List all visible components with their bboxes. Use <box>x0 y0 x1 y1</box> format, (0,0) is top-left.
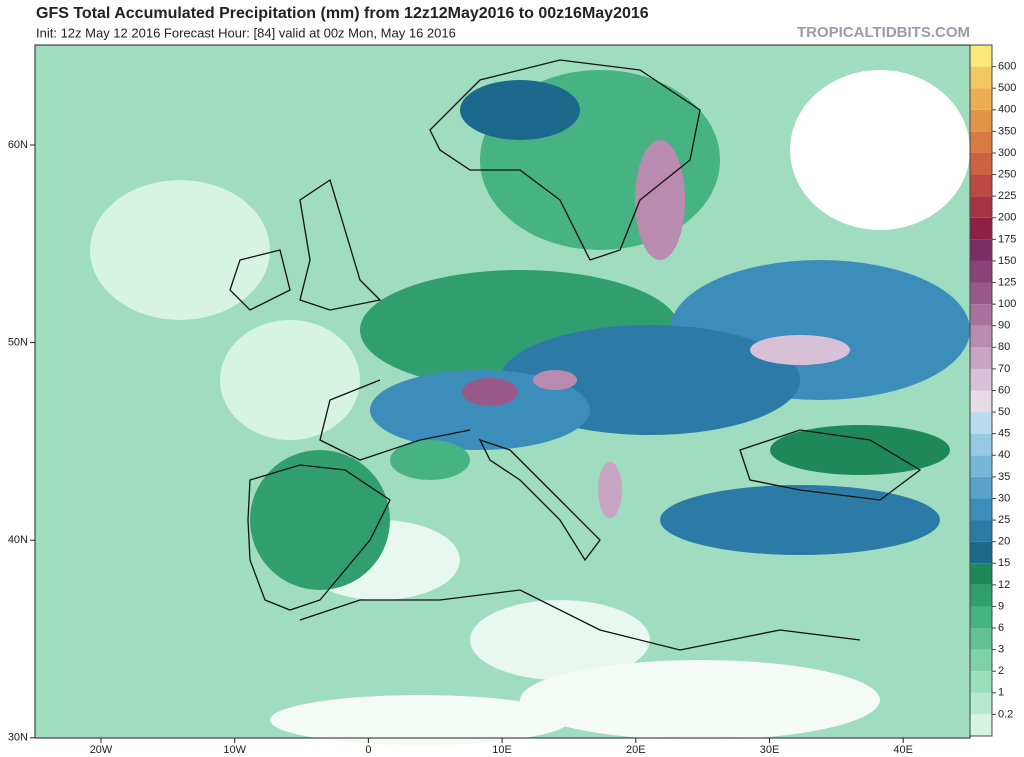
colorbar-label: 500 <box>998 82 1016 94</box>
lon-label: 40E <box>893 744 913 756</box>
coastlines <box>229 59 922 651</box>
colorbar-label: 200 <box>998 212 1016 224</box>
colorbar-bin <box>970 174 992 197</box>
colorbar-bin <box>970 476 992 499</box>
lon-label: 0 <box>365 744 371 756</box>
subtitle: Init: 12z May 12 2016 Forecast Hour: [84… <box>36 25 456 40</box>
colorbar-label: 2 <box>998 665 1004 677</box>
colorbar-bin <box>970 692 992 715</box>
colorbar-bin <box>970 260 992 283</box>
colorbar-bin <box>970 649 992 672</box>
colorbar-label: 12 <box>998 579 1010 591</box>
colorbar-bin <box>970 628 992 650</box>
map <box>34 44 971 745</box>
colorbar-bin <box>970 390 992 413</box>
colorbar-label: 25 <box>998 514 1010 526</box>
colorbar-label: 6 <box>998 622 1004 634</box>
colorbar-bin <box>970 45 992 67</box>
colorbar-bin <box>970 152 992 175</box>
colorbar-label: 0.2 <box>998 708 1013 720</box>
colorbar-bin <box>970 304 992 326</box>
lon-label: 10E <box>492 744 512 756</box>
colorbar-bin <box>970 714 992 736</box>
colorbar-label: 40 <box>998 449 1010 461</box>
colorbar-label: 3 <box>998 644 1004 656</box>
colorbar-bin <box>970 66 992 89</box>
colorbar-bin <box>970 239 992 261</box>
lat-label: 30N <box>8 732 28 744</box>
axes: 60N 50N 40N 30N 20W 10W 0 10E 20E 30E 40E <box>8 139 913 756</box>
colorbar-bin <box>970 109 992 132</box>
colorbar-label: 225 <box>998 190 1016 202</box>
colorbar-label: 600 <box>998 61 1016 73</box>
lon-label: 30E <box>760 744 780 756</box>
colorbar-label: 50 <box>998 406 1010 418</box>
colorbar-bin <box>970 584 992 607</box>
colorbar-bin <box>970 347 992 369</box>
colorbar-bin <box>970 563 992 585</box>
colorbar-label: 250 <box>998 168 1016 180</box>
colorbar: 0.21236912152025303540455060708090100125… <box>969 44 1016 737</box>
colorbar-label: 90 <box>998 320 1010 332</box>
title: GFS Total Accumulated Precipitation (mm)… <box>36 5 649 22</box>
lon-label: 20E <box>626 744 646 756</box>
colorbar-label: 45 <box>998 428 1010 440</box>
colorbar-label: 100 <box>998 298 1016 310</box>
brand: TROPICALTIDBITS.COM <box>797 24 970 41</box>
colorbar-label: 60 <box>998 384 1010 396</box>
colorbar-label: 400 <box>998 104 1016 116</box>
colorbar-label: 15 <box>998 557 1010 569</box>
lon-label: 20W <box>90 744 113 756</box>
colorbar-bin <box>970 671 992 693</box>
precip-field <box>90 70 970 745</box>
colorbar-bin <box>970 368 992 391</box>
lon-label: 10W <box>223 744 246 756</box>
colorbar-bin <box>970 455 992 477</box>
colorbar-label: 350 <box>998 125 1016 137</box>
colorbar-label: 300 <box>998 147 1016 159</box>
colorbar-bin <box>970 433 992 456</box>
colorbar-label: 175 <box>998 233 1016 245</box>
colorbar-label: 125 <box>998 276 1016 288</box>
colorbar-bin <box>970 498 992 521</box>
colorbar-bin <box>970 88 992 110</box>
colorbar-label: 150 <box>998 255 1016 267</box>
colorbar-bin <box>970 520 992 542</box>
colorbar-label: 20 <box>998 536 1010 548</box>
lat-label: 40N <box>8 534 28 546</box>
colorbar-bin <box>970 325 992 348</box>
colorbar-label: 30 <box>998 492 1010 504</box>
lat-label: 50N <box>8 337 28 349</box>
colorbar-label: 80 <box>998 341 1010 353</box>
colorbar-bin <box>970 196 992 218</box>
colorbar-bin <box>970 412 992 434</box>
colorbar-bin <box>970 282 992 305</box>
colorbar-label: 70 <box>998 363 1010 375</box>
colorbar-bin <box>970 217 992 240</box>
colorbar-label: 35 <box>998 471 1010 483</box>
colorbar-label: 1 <box>998 687 1004 699</box>
lat-label: 60N <box>8 139 28 151</box>
colorbar-label: 9 <box>998 600 1004 612</box>
colorbar-bin <box>970 606 992 629</box>
colorbar-bin <box>970 131 992 153</box>
colorbar-bin <box>970 541 992 564</box>
